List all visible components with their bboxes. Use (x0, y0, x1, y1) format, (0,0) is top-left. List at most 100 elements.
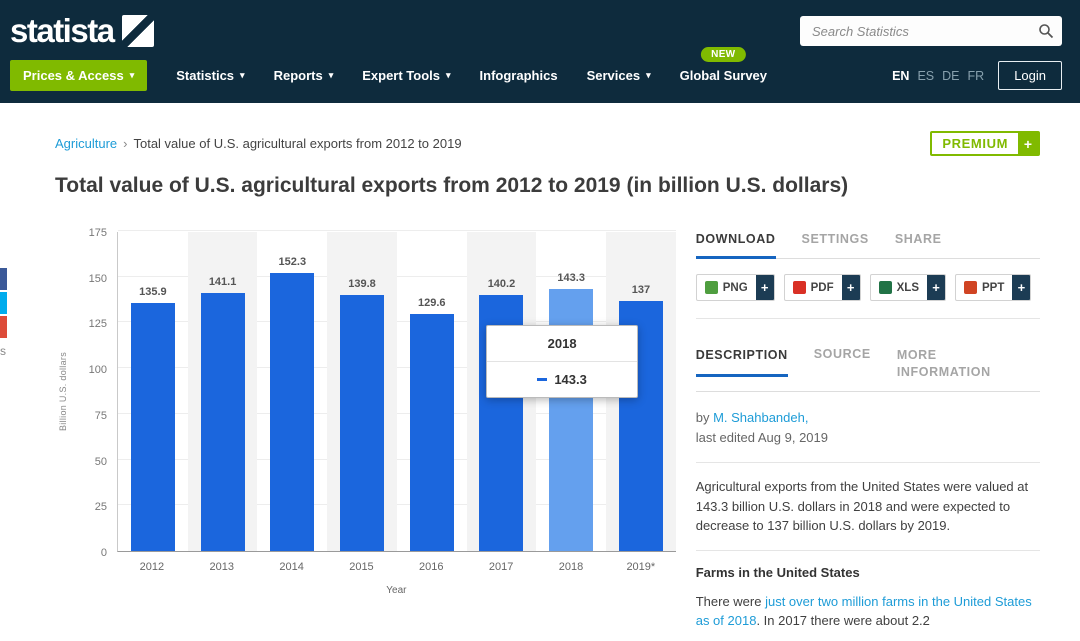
chart-column: 139.8 (327, 232, 397, 551)
x-axis: 2012 2013 2014 2015 2016 2017 2018 2019* (117, 552, 676, 573)
nav-item-label: Prices & Access (23, 68, 124, 83)
search-icon[interactable] (1038, 23, 1054, 39)
bar-2012[interactable] (130, 302, 175, 551)
tab-description[interactable]: DESCRIPTION (695, 347, 788, 377)
download-button-body: PPT (956, 275, 1012, 300)
y-axis-title: Billion U.S. dollars (58, 352, 68, 432)
bar-2013[interactable] (200, 293, 245, 551)
gridline (118, 230, 676, 231)
nav-item-label: Infographics (479, 68, 558, 83)
statista-logo-icon (121, 15, 154, 47)
nav-item-statistics[interactable]: Statistics ▾ (176, 68, 244, 83)
add-plus-icon[interactable]: + (927, 275, 946, 300)
paragraph-text: There were (695, 593, 766, 609)
y-axis-tick: 0 (100, 547, 107, 559)
nav-item-label: Services (586, 68, 641, 83)
bar-2016[interactable] (409, 314, 454, 551)
language-de[interactable]: DE (942, 68, 960, 83)
last-edited: last edited Aug 9, 2019 (695, 429, 828, 445)
y-axis: 0 25 50 75 100 125 150 175 (71, 227, 117, 559)
breadcrumb-category-link[interactable]: Agriculture (55, 136, 118, 151)
x-axis-label: 2019* (626, 561, 656, 573)
nav-item-global-survey[interactable]: NEW Global Survey (680, 47, 767, 83)
tab-settings[interactable]: SETTINGS (801, 232, 869, 246)
social-twitter-icon[interactable] (0, 292, 7, 314)
login-button[interactable]: Login (998, 61, 1062, 90)
y-axis-tick: 50 (94, 455, 107, 468)
language-fr[interactable]: FR (967, 68, 985, 83)
file-png-icon (704, 281, 718, 294)
download-xls-button[interactable]: XLS + (869, 274, 947, 301)
bar-value-label: 139.8 (348, 278, 376, 291)
tab-share[interactable]: SHARE (894, 232, 942, 246)
tab-more-information[interactable]: MORE INFORMATION (896, 348, 991, 379)
nav-item-services[interactable]: Services ▾ (587, 68, 651, 83)
bar-value-label: 129.6 (417, 297, 446, 310)
chart-grid: Billion U.S. dollars 0 25 50 75 100 125 150 175… (55, 227, 676, 559)
bar-value-label: 152.3 (278, 255, 307, 268)
language-es[interactable]: ES (917, 68, 935, 83)
chart-column: 135.9 (118, 232, 188, 551)
search-input[interactable] (800, 16, 1062, 46)
page-title: Total value of U.S. agricultural exports… (55, 174, 849, 197)
nav-item-label: Statistics (176, 68, 235, 83)
plot-area: 135.9 141.1 152.3 139.8 129.6 140.2 143.3 137 2… (117, 230, 676, 552)
x-axis-title: Year (386, 585, 407, 596)
x-axis-label: 2018 (558, 561, 584, 573)
x-axis-label: 2012 (139, 561, 165, 573)
nav-item-infographics[interactable]: Infographics (480, 68, 558, 83)
y-axis-title-column: Billion U.S. dollars (55, 232, 71, 552)
social-google-plus-icon[interactable] (0, 316, 7, 338)
premium-badge[interactable]: PREMIUM + (930, 131, 1040, 156)
bar-value-label: 143.3 (557, 271, 585, 284)
download-png-button[interactable]: PNG + (695, 274, 775, 301)
chart: Billion U.S. dollars 0 25 50 75 100 125 150 175… (55, 227, 676, 631)
social-facebook-icon[interactable] (0, 268, 7, 290)
download-button-label: XLS (896, 281, 920, 294)
breadcrumb-row: Agriculture › Total value of U.S. agricu… (55, 131, 1040, 156)
chevron-down-icon: ▾ (328, 70, 334, 80)
nav-item-label: Reports (273, 68, 323, 83)
tab-source[interactable]: SOURCE (813, 347, 871, 361)
language-en[interactable]: EN (892, 68, 910, 83)
download-button-body: PDF (785, 275, 842, 300)
side-panel: DOWNLOAD SETTINGS SHARE PNG + PDF + XLS + PPT + D… (695, 232, 1040, 631)
y-axis-tick: 175 (88, 227, 107, 239)
add-plus-icon[interactable]: + (1012, 275, 1031, 300)
breadcrumb-separator: › (123, 136, 128, 151)
download-button-body: PNG (697, 275, 756, 300)
bar-2014[interactable] (270, 272, 315, 551)
author-link[interactable]: M. Shahbandeh, (713, 409, 809, 425)
language-switcher: EN ES DE FR (892, 69, 984, 83)
farms-link[interactable]: just over two million farms in the Unite… (695, 593, 1032, 629)
chart-column: 141.1 (187, 232, 258, 551)
x-axis-label: 2017 (488, 561, 514, 573)
add-plus-icon[interactable]: + (755, 275, 774, 300)
download-tabs: DOWNLOAD SETTINGS SHARE (695, 232, 1040, 259)
download-ppt-button[interactable]: PPT + (955, 274, 1032, 301)
tooltip-title: 2018 (487, 326, 638, 362)
tab-download[interactable]: DOWNLOAD (695, 232, 776, 259)
nav-item-expert-tools[interactable]: Expert Tools ▾ (362, 68, 450, 83)
content-row: Billion U.S. dollars 0 25 50 75 100 125 150 175… (55, 227, 1040, 631)
divider (695, 549, 1040, 551)
info-tabs-wrap: DESCRIPTION SOURCE MORE INFORMATION (695, 347, 1040, 392)
bar-value-label: 141.1 (208, 276, 237, 288)
site-header: statista Prices & Access▾Statistics▾Repo… (0, 0, 1080, 103)
statista-logo[interactable]: statista (10, 12, 154, 50)
file-pdf-icon (792, 281, 806, 294)
main-nav: Prices & Access ▾ Statistics ▾ Reports ▾ Exper… (10, 47, 767, 91)
x-axis-label: 2016 (419, 561, 444, 573)
description-paragraph: Agricultural exports from the United Sta… (695, 479, 1029, 534)
premium-plus-icon: + (1018, 133, 1038, 154)
tooltip-value-row: 143.3 (487, 362, 637, 397)
download-button-label: PPT (982, 281, 1005, 294)
download-pdf-button[interactable]: PDF + (783, 274, 861, 301)
nav-item-prices-access[interactable]: Prices & Access ▾ (10, 60, 148, 91)
nav-item-reports[interactable]: Reports ▾ (274, 68, 334, 83)
social-share-more-icon[interactable]: s (0, 340, 7, 362)
add-plus-icon[interactable]: + (841, 275, 860, 300)
bar-2015[interactable] (340, 295, 385, 551)
y-axis-tick: 100 (88, 364, 107, 377)
divider (695, 462, 1040, 464)
